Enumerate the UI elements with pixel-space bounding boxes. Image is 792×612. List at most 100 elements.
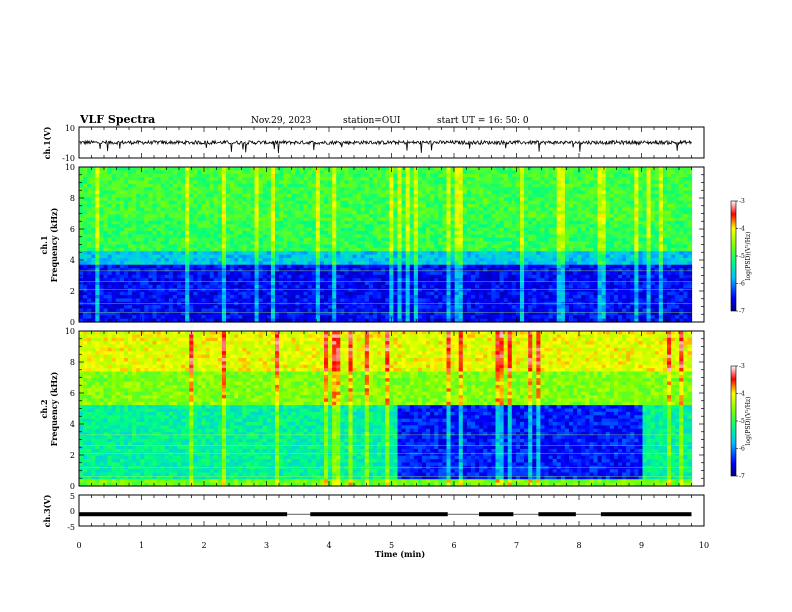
spectrogram-cell [381, 261, 386, 266]
spectrogram-cell [307, 197, 313, 202]
spectrogram-cell [205, 237, 211, 242]
spectrogram-cell [181, 220, 186, 225]
spectrogram-cell [221, 257, 227, 262]
spectrogram-cell [132, 257, 137, 262]
spectrogram-cell [344, 193, 350, 198]
spectrogram-cell [221, 190, 227, 195]
spectrogram-cell [340, 234, 346, 239]
spectrogram-cell [258, 217, 264, 222]
spectrogram-cell [132, 247, 137, 252]
spectrogram-cell [409, 257, 415, 262]
spectrogram-cell [311, 237, 317, 242]
spectrogram-cell [168, 268, 174, 273]
spectrogram-cell [246, 274, 252, 279]
spectrogram-cell [177, 308, 182, 313]
spectrogram-cell [364, 298, 370, 303]
spectrogram-cell [393, 301, 399, 306]
spectrogram-cell [189, 268, 194, 273]
spectrogram-cell [221, 268, 227, 273]
spectrogram-cell [160, 291, 166, 296]
spectrogram-cell [221, 204, 227, 209]
spectrogram-cell [132, 200, 137, 205]
spectrogram-cell [156, 305, 162, 310]
spectrogram-cell [381, 180, 386, 185]
spectrogram-cell [87, 301, 92, 306]
spectrogram-cell [193, 187, 199, 192]
spectrogram-cell [340, 257, 346, 262]
spectrogram-cell [164, 177, 170, 182]
spectrogram-cell [373, 284, 378, 289]
spectrogram-cell [262, 173, 268, 178]
spectrogram-cell [213, 200, 219, 205]
spectrogram-cell [189, 278, 194, 283]
spectrogram-cell [295, 207, 301, 212]
spectrogram-cell [95, 204, 101, 209]
spectrogram-cell [164, 281, 170, 286]
spectrogram-cell [79, 291, 84, 296]
spectrogram-cell [311, 190, 317, 195]
spectrogram-cell [181, 231, 186, 235]
spectrogram-cell [291, 315, 297, 320]
spectrogram-cell [209, 197, 215, 202]
spectrogram-cell [385, 301, 390, 306]
spectrogram-cell [336, 288, 341, 293]
spectrogram-cell [311, 173, 317, 178]
spectrogram-cell [303, 217, 309, 222]
spectrogram-cell [144, 204, 150, 209]
spectrogram-cell [328, 308, 333, 313]
spectrogram-cell [181, 257, 186, 262]
spectrogram-cell [119, 308, 125, 313]
spectrogram-cell [115, 251, 121, 256]
spectrogram-cell [230, 190, 235, 195]
spectrogram-cell [160, 234, 166, 239]
spectrogram-cell [258, 214, 264, 219]
spectrogram-cell [393, 237, 399, 242]
spectrogram-cell [185, 308, 190, 313]
spectrogram-cell [201, 257, 207, 262]
spectrogram-cell [381, 288, 386, 293]
spectrogram-cell [148, 214, 154, 219]
spectrogram-cell [238, 271, 243, 276]
spectrogram-cell [315, 234, 321, 239]
spectrogram-cell [128, 193, 133, 198]
spectrogram-cell [291, 264, 297, 269]
spectrogram-cell [209, 288, 215, 293]
spectrogram-cell [356, 244, 362, 249]
spectrogram-cell [172, 227, 178, 232]
spectrogram-cell [123, 200, 129, 205]
spectrogram-cell [254, 278, 260, 283]
spectrogram-cell [193, 257, 199, 262]
spectrogram-cell [307, 167, 313, 171]
spectrogram-cell [128, 295, 133, 300]
spectrogram-cell [99, 244, 105, 249]
spectrogram-cell [128, 308, 133, 313]
spectrogram-cell [393, 224, 399, 229]
spectrogram-cell [238, 187, 243, 192]
spectrogram-cell [364, 224, 370, 229]
spectrogram-cell [217, 173, 223, 178]
spectrogram-cell [389, 298, 395, 303]
spectrogram-cell [107, 318, 113, 323]
spectrogram-cell [401, 251, 407, 256]
spectrogram-cell [172, 254, 178, 259]
spectrogram-cell [336, 167, 341, 171]
spectrogram-cell [99, 254, 105, 259]
spectrogram-cell [205, 261, 211, 266]
spectrogram-cell [368, 298, 374, 303]
spectrogram-cell [221, 197, 227, 202]
spectrogram-cell [250, 268, 256, 273]
spectrogram-cell [83, 271, 88, 276]
spectrogram-cell [168, 237, 174, 242]
spectrogram-cell [185, 281, 190, 286]
spectrogram-cell [385, 241, 390, 246]
spectrogram-cell [287, 264, 292, 269]
spectrogram-cell [213, 193, 219, 198]
spectrogram-cell [107, 180, 113, 185]
spectrogram-cell [332, 207, 337, 212]
spectrogram-cell [315, 167, 321, 171]
spectrogram-cell [226, 318, 231, 323]
spectrogram-cell [185, 231, 190, 235]
spectrogram-cell [87, 200, 92, 205]
spectrogram-cell [152, 193, 158, 198]
spectrogram-cell [242, 224, 248, 229]
